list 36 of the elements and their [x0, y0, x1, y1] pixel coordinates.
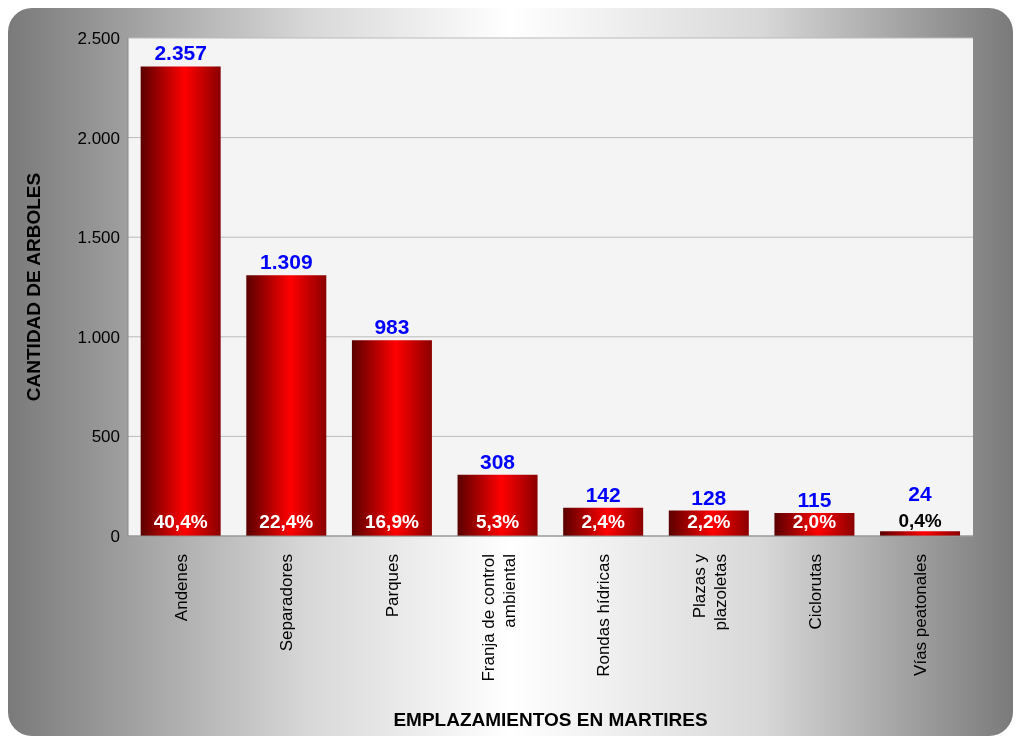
x-tick-label: Parques [383, 554, 403, 618]
annotation: 2,2% [687, 511, 731, 532]
annotation: 22,4% [259, 511, 314, 532]
x-tick-label: Ciclorutas [805, 554, 825, 630]
x-tick-label: Franja de control ambiental [478, 554, 519, 682]
bar [140, 66, 221, 536]
x-tick-label: Separadores [277, 554, 297, 652]
data-label: 983 [374, 315, 410, 339]
annotation: 2,4% [581, 511, 625, 532]
bar [351, 340, 432, 536]
data-label: 1.309 [260, 250, 313, 274]
bar [246, 275, 327, 536]
x-tick-label: Vías peatonales [911, 554, 931, 676]
y-tick-label: 1.500 [77, 228, 120, 248]
x-axis-title: EMPLAZAMIENTOS EN MARTIRES [393, 709, 708, 730]
y-axis-title: CANTIDAD DE ARBOLES [22, 172, 44, 402]
y-tick-label: 0 [110, 527, 120, 547]
bar [457, 474, 538, 536]
annotation: 2,0% [792, 511, 837, 532]
annotation: 0,4% [898, 510, 942, 532]
data-label: 24 [908, 482, 933, 506]
x-tick-label: Rondas hídricas [594, 554, 614, 677]
annotation: 40,4% [153, 511, 208, 532]
annotation: 5,3% [475, 511, 520, 532]
y-tick-label: 2.000 [77, 128, 120, 148]
data-label: 115 [797, 488, 832, 512]
x-tick-label: Andenes [171, 554, 191, 622]
y-tick-label: 2.500 [77, 29, 120, 49]
data-label: 2.357 [154, 41, 207, 65]
y-tick-label: 1.000 [77, 327, 120, 347]
y-tick-label: 500 [91, 427, 120, 447]
annotation: 16,9% [364, 511, 419, 532]
x-tick-label: Plazas y plazoletas [689, 553, 730, 631]
data-label: 308 [480, 449, 516, 473]
data-label: 128 [691, 485, 727, 509]
data-label: 142 [585, 482, 621, 506]
